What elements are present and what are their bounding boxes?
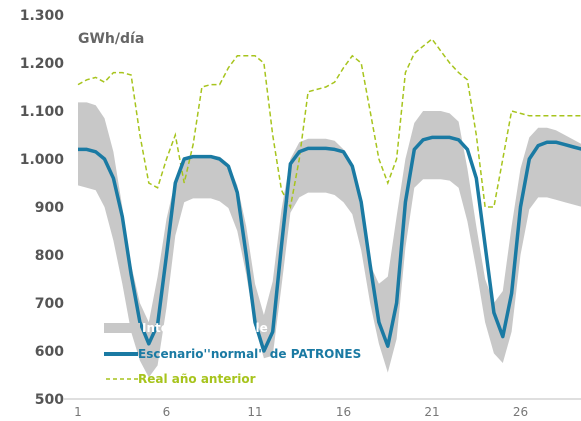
x-tick-label: 1: [74, 405, 82, 419]
x-tick-label: 11: [247, 405, 262, 419]
y-tick-label: 1.200: [20, 56, 65, 72]
legend: Intervalo Probable Escenario''normal'' d…: [104, 321, 361, 386]
legend-label-band: Intervalo Probable: [142, 321, 268, 335]
legend-item-band: Intervalo Probable: [104, 321, 268, 335]
x-tick-label: 16: [336, 405, 351, 419]
legend-label-dashed: Real año anterior: [138, 372, 256, 386]
y-tick-label: 600: [35, 344, 64, 360]
legend-label-line: Escenario''normal'' de PATRONES: [138, 347, 361, 361]
legend-item-line: Escenario''normal'' de PATRONES: [104, 347, 361, 361]
x-axis-ticks: 1 6 11 16 21 26: [74, 405, 528, 419]
y-axis-ticks: 1.300 1.200 1.100 1.000 900 800 700 600 500: [20, 8, 65, 408]
unit-label: GWh/día: [78, 31, 144, 47]
y-tick-label: 1.100: [20, 104, 65, 120]
series-line-real-ano-anterior: [77, 37, 581, 210]
series-line-escenario-normal: [78, 135, 581, 353]
y-tick-label: 700: [35, 296, 64, 312]
y-tick-label: 1.000: [20, 152, 65, 168]
plot-area: [77, 37, 581, 378]
y-tick-label: 500: [35, 392, 64, 408]
x-tick-label: 26: [513, 405, 528, 419]
x-tick-label: 6: [163, 405, 171, 419]
y-tick-label: 800: [35, 248, 64, 264]
y-tick-label: 1.300: [20, 8, 65, 24]
series-band-intervalo-probable: [78, 102, 581, 378]
y-tick-label: 900: [35, 200, 64, 216]
x-tick-label: 21: [424, 405, 439, 419]
legend-item-dashed: Real año anterior: [106, 372, 256, 386]
legend-swatch-band: [104, 323, 140, 333]
